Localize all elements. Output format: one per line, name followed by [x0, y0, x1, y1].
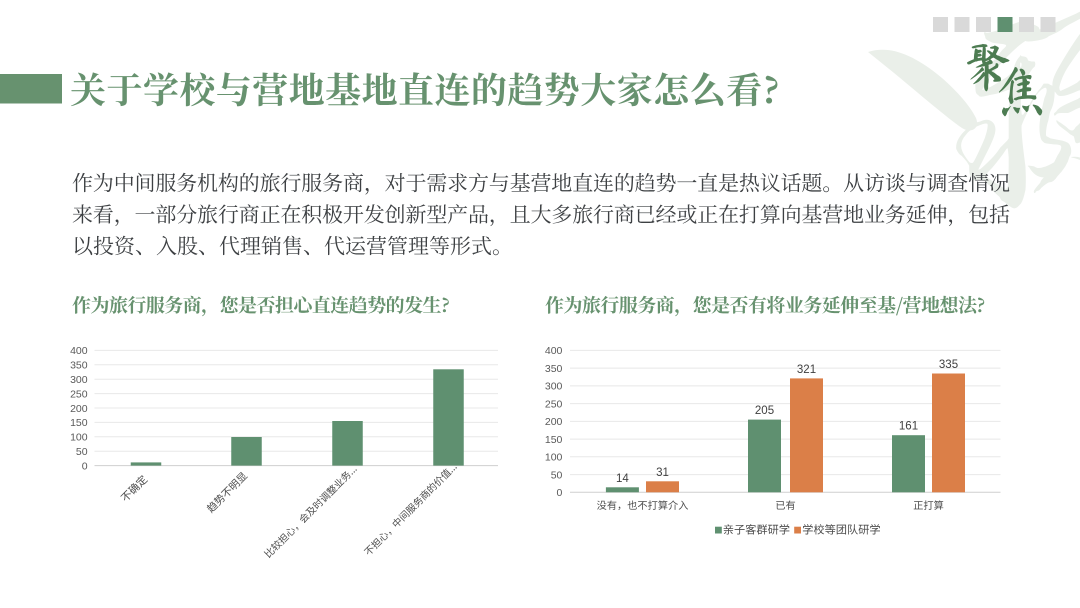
svg-text:321: 321 [797, 364, 816, 376]
svg-text:400: 400 [70, 345, 88, 357]
svg-text:335: 335 [939, 359, 958, 371]
svg-text:200: 200 [545, 416, 563, 428]
svg-text:150: 150 [70, 417, 88, 429]
svg-text:250: 250 [545, 398, 563, 410]
svg-text:350: 350 [545, 363, 563, 375]
svg-text:400: 400 [545, 345, 563, 357]
svg-text:150: 150 [545, 434, 563, 446]
svg-text:300: 300 [545, 381, 563, 393]
svg-text:0: 0 [557, 487, 563, 499]
svg-text:205: 205 [755, 405, 774, 417]
svg-text:50: 50 [551, 469, 563, 481]
svg-text:161: 161 [899, 421, 918, 433]
svg-text:300: 300 [70, 374, 88, 386]
svg-text:350: 350 [70, 360, 88, 372]
svg-text:50: 50 [76, 446, 88, 458]
svg-text:250: 250 [70, 388, 88, 400]
svg-text:200: 200 [70, 403, 88, 415]
svg-text:100: 100 [70, 432, 88, 444]
svg-text:100: 100 [545, 452, 563, 464]
svg-text:31: 31 [656, 467, 669, 479]
svg-text:14: 14 [616, 473, 629, 485]
svg-text:0: 0 [82, 460, 88, 472]
